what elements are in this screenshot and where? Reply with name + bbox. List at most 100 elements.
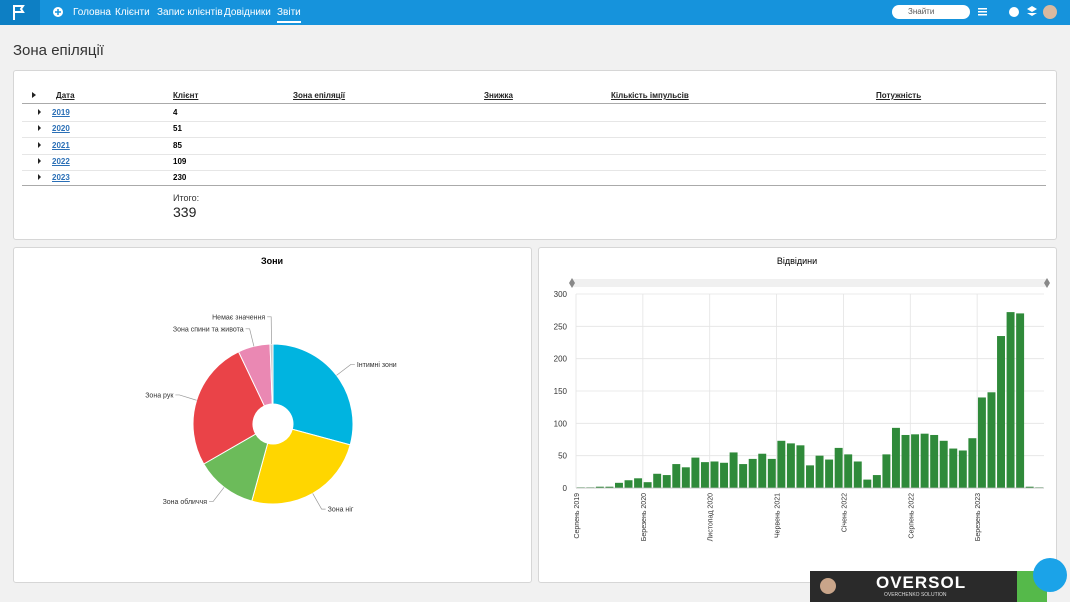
bar (1006, 312, 1015, 488)
bar (595, 486, 604, 488)
bar (930, 434, 939, 488)
footer-rule (22, 185, 1046, 186)
bar (615, 482, 623, 488)
avatar (820, 578, 836, 594)
bar (662, 475, 671, 488)
nav-item[interactable]: Клієнти (115, 7, 150, 18)
leader-line (312, 493, 326, 510)
pie-slice (192, 351, 266, 465)
banner-title: OVERSOL (876, 573, 967, 592)
nav-item[interactable]: Звіти (277, 7, 301, 23)
banner-subtitle: OVERCHENKO SOLUTION (884, 592, 947, 598)
row-expand[interactable] (38, 125, 41, 132)
bar (939, 440, 948, 488)
expand-icon (32, 92, 36, 98)
bar (834, 447, 843, 488)
y-tick-label: 150 (554, 387, 568, 396)
column-header[interactable]: Знижка (484, 91, 513, 100)
year-link[interactable]: 2023 (52, 173, 70, 183)
row-expand[interactable] (38, 174, 41, 181)
bar (739, 464, 748, 488)
bar (806, 465, 814, 488)
search-box[interactable]: Знайти (892, 5, 970, 19)
header-rule (22, 103, 1046, 104)
chat-button[interactable] (1033, 558, 1067, 592)
bar (777, 440, 786, 488)
bar (911, 434, 920, 488)
x-tick-label: Серпень 2019 (574, 493, 581, 539)
row-expand[interactable] (38, 141, 41, 148)
total-label: Итого: (173, 193, 200, 203)
toolbar-icons (978, 5, 1057, 19)
column-header[interactable]: Потужність (876, 91, 922, 100)
bar-chart: Відвідини 0 50 100 150 200 250 300 Серпень 2019 Б… (554, 256, 1050, 541)
bar (863, 479, 872, 488)
bar (720, 462, 729, 488)
slice-label: Інтимні зони (357, 361, 397, 369)
x-tick-label: Серпень 2022 (908, 493, 915, 539)
leader-line (175, 394, 197, 401)
bar (710, 461, 719, 488)
client-count: 230 (173, 173, 187, 183)
slice-label: Зона обличчя (163, 498, 208, 506)
year-link[interactable]: 2020 (52, 124, 70, 134)
x-tick-label: Листопад 2020 (708, 493, 715, 541)
client-count: 4 (173, 108, 178, 117)
row-rule (22, 137, 1046, 139)
row-expand[interactable] (38, 157, 41, 164)
bar (691, 457, 700, 488)
bar (758, 453, 767, 488)
year-link[interactable]: 2022 (52, 156, 70, 166)
row-expand[interactable] (38, 109, 41, 115)
bar (643, 482, 652, 488)
column-header[interactable]: Кількість імпульсів (611, 91, 689, 100)
year-link[interactable]: 2019 (52, 108, 70, 117)
year-link[interactable]: 2021 (52, 140, 70, 150)
nav-item[interactable]: Головна (73, 7, 111, 18)
chart-title: Зони (261, 256, 283, 266)
column-header[interactable]: Зона епіляції (293, 91, 346, 100)
bar (853, 461, 862, 488)
bar (700, 462, 709, 488)
bar (672, 464, 681, 488)
bar (901, 434, 910, 488)
bar (977, 397, 986, 488)
bar (949, 448, 958, 488)
leader-line (209, 487, 225, 502)
x-tick-label: Березень 2020 (641, 493, 648, 541)
x-tick-label: Січень 2022 (840, 493, 848, 532)
bar-panel: Відвідини 0 50 100 150 200 250 300 Серпень 2019 Б… (538, 247, 1057, 583)
bar (1016, 313, 1025, 488)
slice-label: Зона спини та живота (173, 326, 244, 333)
nav-item[interactable]: Довідники (224, 7, 271, 18)
page-title: Зона епіляції (13, 42, 104, 59)
pie-panel: Зони Інтимні зони Зона ніг Зона обличчя Зона… (13, 247, 532, 583)
y-tick-label: 0 (563, 484, 568, 493)
bar (958, 450, 967, 488)
y-tick-label: 100 (554, 419, 568, 428)
total-value: 339 (173, 204, 197, 220)
row-rule (22, 121, 1046, 122)
client-count: 85 (173, 140, 182, 150)
leader-line (336, 364, 355, 376)
range-slider[interactable] (572, 279, 1048, 287)
row-rule (22, 153, 1046, 155)
bar (786, 443, 795, 488)
bar (891, 427, 900, 488)
x-tick-label: Березень 2023 (975, 493, 982, 541)
column-header[interactable]: Клієнт (173, 91, 199, 100)
y-tick-label: 200 (554, 355, 568, 364)
leader-line (267, 316, 272, 345)
pie-chart: Зони Інтимні зони Зона ніг Зона обличчя Зона… (145, 256, 397, 514)
bar (767, 458, 776, 488)
leader-line (245, 328, 255, 347)
nav-item[interactable]: Запис клієнтів (157, 7, 223, 18)
column-header[interactable]: Дата (56, 91, 75, 100)
bar (882, 454, 891, 488)
bar (987, 392, 996, 488)
row-rule (22, 169, 1046, 171)
bar (844, 454, 853, 488)
y-tick-label: 250 (554, 322, 568, 331)
client-count: 109 (173, 156, 187, 166)
